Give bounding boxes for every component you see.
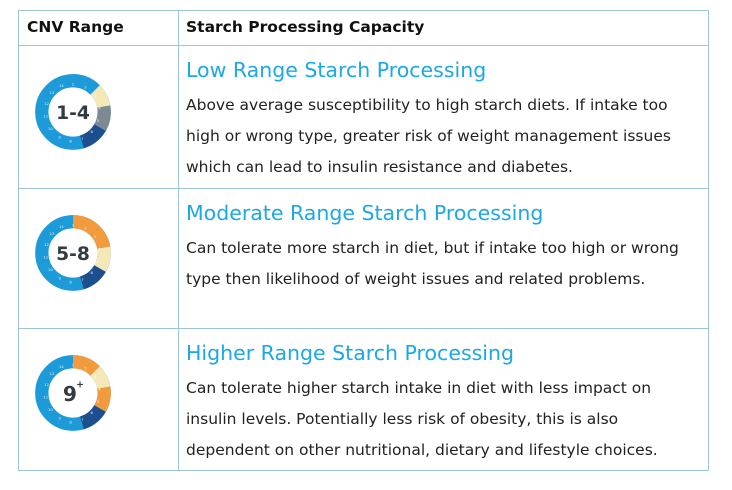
svg-text:5: 5	[97, 259, 100, 264]
svg-text:3: 3	[94, 93, 97, 98]
svg-text:6: 6	[90, 129, 93, 134]
svg-text:13: 13	[49, 231, 54, 236]
svg-text:8: 8	[69, 419, 72, 424]
table-header: CNV Range Starch Processing Capacity	[19, 11, 708, 46]
svg-text:4: 4	[98, 247, 101, 252]
cnv-badge-label: 9	[63, 382, 77, 406]
svg-text:10: 10	[48, 126, 53, 131]
svg-text:7: 7	[81, 136, 84, 141]
svg-text:11: 11	[43, 394, 48, 399]
header-starch-capacity: Starch Processing Capacity	[186, 18, 425, 36]
svg-text:6: 6	[90, 270, 93, 275]
row-title: Low Range Starch Processing	[186, 58, 487, 82]
svg-text:13: 13	[49, 371, 54, 376]
svg-text:14: 14	[59, 364, 64, 369]
svg-text:1: 1	[72, 362, 75, 367]
svg-text:2: 2	[84, 226, 87, 231]
svg-text:2: 2	[84, 366, 87, 371]
column-divider	[178, 11, 179, 470]
svg-text:12: 12	[44, 242, 49, 247]
row-description: Can tolerate more starch in diet, but if…	[186, 239, 679, 288]
svg-text:2: 2	[84, 85, 87, 90]
svg-text:14: 14	[59, 224, 64, 229]
svg-text:10: 10	[48, 267, 53, 272]
svg-text:5: 5	[97, 118, 100, 123]
row-description: Can tolerate higher starch intake in die…	[186, 379, 658, 459]
svg-text:5: 5	[97, 399, 100, 404]
row-description: Above average susceptibility to high sta…	[186, 96, 671, 176]
svg-text:9: 9	[58, 416, 61, 421]
svg-text:4: 4	[98, 387, 101, 392]
svg-text:3: 3	[94, 234, 97, 239]
svg-text:9: 9	[58, 276, 61, 281]
svg-text:12: 12	[44, 101, 49, 106]
svg-text:10: 10	[48, 407, 53, 412]
svg-text:11: 11	[43, 113, 48, 118]
svg-text:14: 14	[59, 83, 64, 88]
svg-text:7: 7	[81, 277, 84, 282]
svg-text:11: 11	[43, 254, 48, 259]
header-cnv-range: CNV Range	[27, 18, 124, 36]
svg-text:8: 8	[69, 279, 72, 284]
svg-text:7: 7	[81, 417, 84, 422]
row-title: Higher Range Starch Processing	[186, 341, 514, 365]
svg-text:6: 6	[90, 410, 93, 415]
svg-text:1: 1	[72, 81, 75, 86]
svg-text:3: 3	[94, 374, 97, 379]
cnv-badge-label: 1-4	[56, 103, 90, 124]
svg-text:8: 8	[69, 138, 72, 143]
svg-text:1: 1	[72, 222, 75, 227]
cnv-badge-label: 5-8	[56, 244, 90, 265]
svg-text:13: 13	[49, 90, 54, 95]
svg-text:9: 9	[58, 135, 61, 140]
svg-text:4: 4	[98, 106, 101, 111]
row-title: Moderate Range Starch Processing	[186, 201, 544, 225]
cnv-badge-superscript: +	[76, 380, 84, 391]
svg-text:12: 12	[44, 382, 49, 387]
